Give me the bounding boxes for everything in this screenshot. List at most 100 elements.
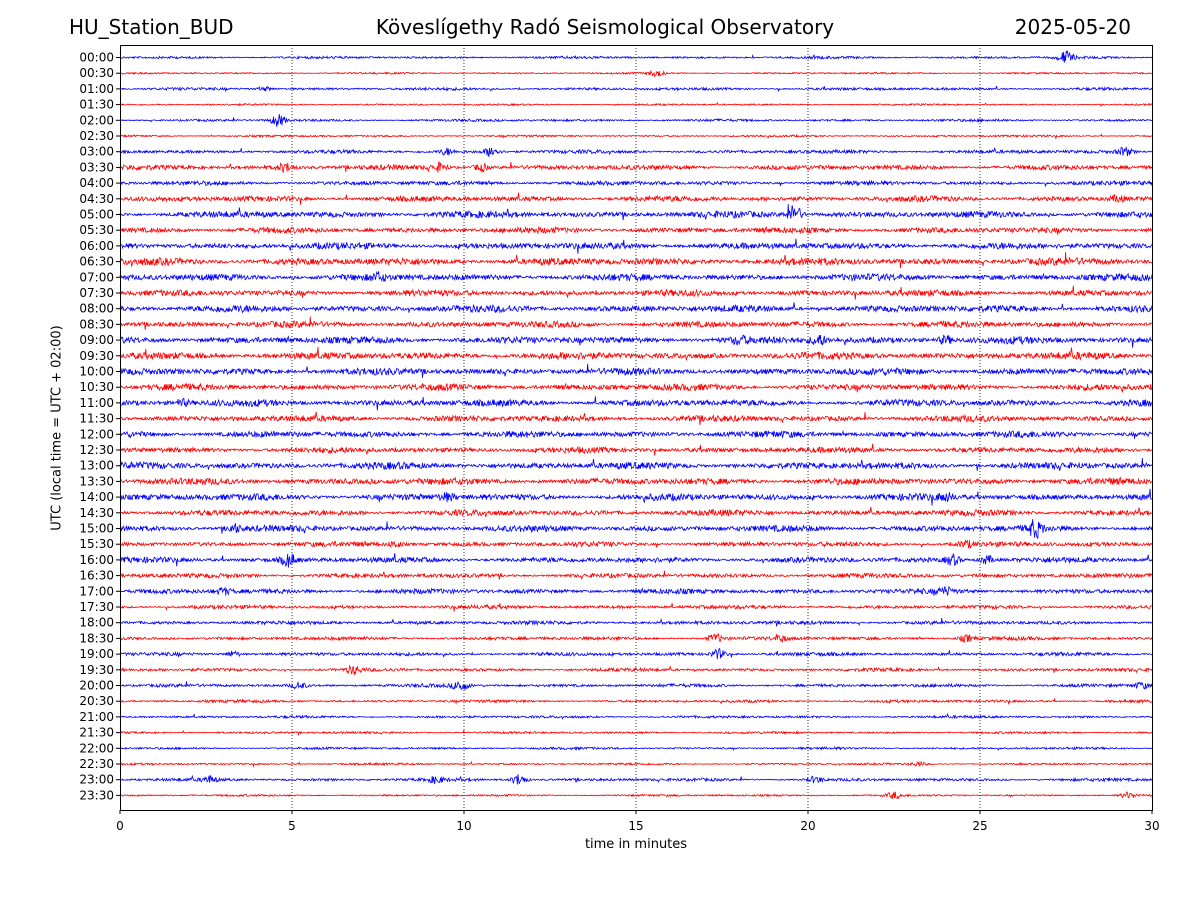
trace-1430 xyxy=(119,506,1153,518)
trace-1030 xyxy=(119,382,1153,393)
x-gridlines xyxy=(291,45,981,810)
y-tick-label: 18:30 xyxy=(79,631,114,645)
trace-0830 xyxy=(119,316,1153,330)
y-tick-label: 02:30 xyxy=(79,129,114,143)
trace-1730 xyxy=(119,603,1153,612)
x-axis-label: time in minutes xyxy=(584,837,688,852)
y-tick-label: 05:30 xyxy=(79,223,114,237)
y-tick-label: 16:30 xyxy=(79,569,114,583)
trace-0200 xyxy=(119,114,1153,127)
y-tick-label: 08:00 xyxy=(79,302,114,316)
y-tick-label: 11:30 xyxy=(79,412,114,426)
trace-0630 xyxy=(119,252,1153,269)
y-tick-label: 10:30 xyxy=(79,380,114,394)
trace-0100 xyxy=(119,85,1153,93)
x-tick-label: 5 xyxy=(288,819,296,833)
trace-1700 xyxy=(119,585,1153,596)
station-name: HU_Station_BUD xyxy=(69,15,234,39)
x-axis-ticks: 0 5 10 15 20 25 30 xyxy=(116,810,1160,833)
y-tick-label: 03:30 xyxy=(79,160,114,174)
y-tick-label: 08:30 xyxy=(79,317,114,331)
y-tick-label: 15:00 xyxy=(79,522,114,536)
trace-1130 xyxy=(119,411,1153,426)
trace-0300 xyxy=(119,146,1153,157)
trace-2000 xyxy=(119,680,1153,691)
x-tick-label: 30 xyxy=(1144,819,1159,833)
plot-frame xyxy=(120,45,1153,811)
y-tick-label: 03:00 xyxy=(79,145,114,159)
trace-1000 xyxy=(119,363,1153,378)
y-tick-label: 06:00 xyxy=(79,239,114,253)
y-tick-label: 14:30 xyxy=(79,506,114,520)
y-tick-label: 04:30 xyxy=(79,192,114,206)
trace-2200 xyxy=(119,745,1153,752)
trace-0030 xyxy=(119,69,1153,78)
y-tick-label: 23:00 xyxy=(79,773,114,787)
y-tick-label: 18:00 xyxy=(79,616,114,630)
trace-1400 xyxy=(119,488,1153,506)
y-tick-label: 06:30 xyxy=(79,255,114,269)
trace-0130 xyxy=(119,102,1153,108)
chart-date: 2025-05-20 xyxy=(1014,15,1131,39)
trace-0700 xyxy=(119,270,1153,283)
y-tick-label: 21:00 xyxy=(79,710,114,724)
trace-1300 xyxy=(119,457,1153,471)
y-tick-label: 22:30 xyxy=(79,757,114,771)
trace-0900 xyxy=(119,334,1153,348)
y-tick-label: 10:00 xyxy=(79,365,114,379)
seismic-traces xyxy=(119,50,1153,800)
trace-2130 xyxy=(119,730,1153,737)
y-tick-label: 07:30 xyxy=(79,286,114,300)
y-tick-label: 20:00 xyxy=(79,679,114,693)
trace-2300 xyxy=(119,774,1153,785)
y-tick-label: 19:30 xyxy=(79,663,114,677)
trace-1900 xyxy=(119,647,1153,660)
trace-2230 xyxy=(119,760,1153,768)
y-tick-label: 13:00 xyxy=(79,459,114,473)
trace-1500 xyxy=(119,519,1153,539)
trace-1600 xyxy=(119,552,1153,568)
y-tick-label: 07:00 xyxy=(79,270,114,284)
y-tick-label: 15:30 xyxy=(79,537,114,551)
y-tick-label: 00:30 xyxy=(79,66,114,80)
y-tick-label: 20:30 xyxy=(79,694,114,708)
trace-0230 xyxy=(119,133,1153,140)
trace-0430 xyxy=(119,192,1153,205)
y-tick-label: 17:00 xyxy=(79,584,114,598)
y-tick-label: 12:00 xyxy=(79,427,114,441)
trace-2100 xyxy=(119,712,1153,720)
y-tick-label: 11:00 xyxy=(79,396,114,410)
trace-2030 xyxy=(119,697,1153,705)
y-tick-label: 13:30 xyxy=(79,474,114,488)
y-axis-label: UTC (local time = UTC + 02:00) xyxy=(49,325,65,531)
trace-1830 xyxy=(119,633,1153,643)
y-tick-label: 02:00 xyxy=(79,113,114,127)
x-tick-label: 10 xyxy=(456,819,471,833)
y-tick-label: 17:30 xyxy=(79,600,114,614)
trace-1100 xyxy=(119,396,1153,411)
y-tick-label: 19:00 xyxy=(79,647,114,661)
trace-1930 xyxy=(119,664,1153,676)
trace-0800 xyxy=(119,302,1153,314)
y-tick-label: 12:30 xyxy=(79,443,114,457)
y-tick-label: 22:00 xyxy=(79,741,114,755)
y-tick-label: 00:00 xyxy=(79,51,114,65)
y-tick-label: 01:30 xyxy=(79,98,114,112)
trace-0930 xyxy=(119,346,1153,361)
trace-1530 xyxy=(119,539,1153,549)
x-tick-label: 15 xyxy=(628,819,643,833)
trace-0600 xyxy=(119,238,1153,254)
chart-title: Köveslígethy Radó Seismological Observat… xyxy=(375,15,835,39)
y-tick-label: 23:30 xyxy=(79,788,114,802)
trace-0400 xyxy=(119,179,1153,188)
x-tick-label: 20 xyxy=(800,819,815,833)
trace-0000 xyxy=(119,50,1153,63)
y-tick-label: 04:00 xyxy=(79,176,114,190)
trace-0330 xyxy=(119,161,1153,173)
y-tick-label: 09:30 xyxy=(79,349,114,363)
trace-1630 xyxy=(119,570,1153,581)
trace-0530 xyxy=(119,225,1153,235)
trace-1800 xyxy=(119,618,1153,627)
y-tick-label: 16:00 xyxy=(79,553,114,567)
